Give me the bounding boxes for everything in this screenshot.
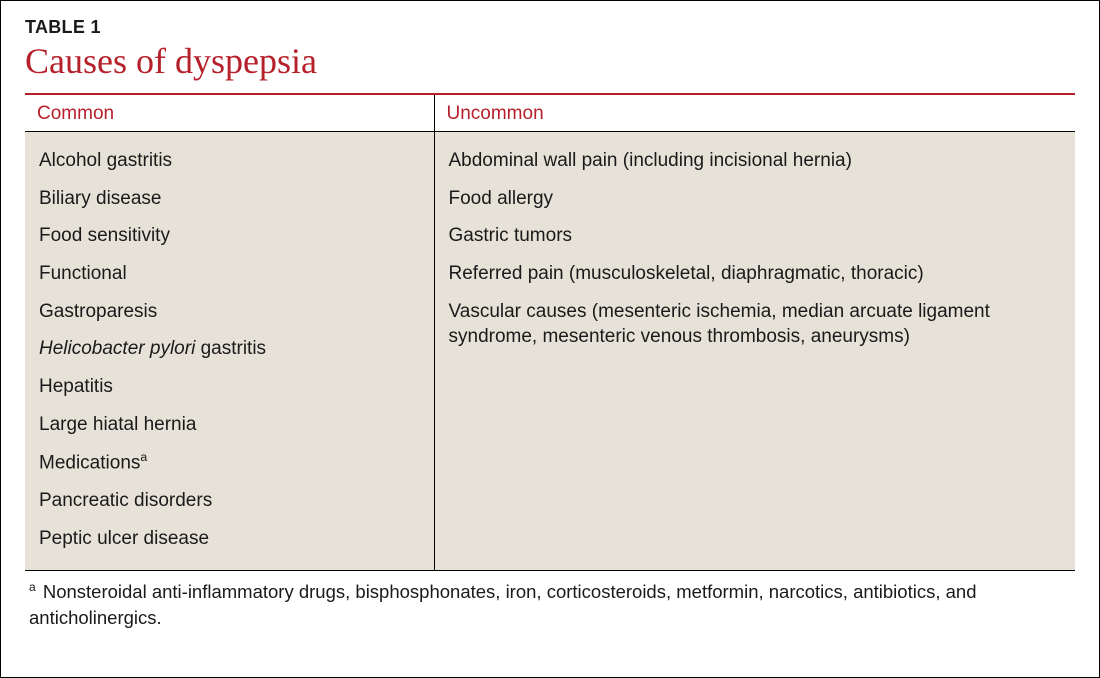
table-footnote: a Nonsteroidal anti-inflammatory drugs, … — [25, 571, 1075, 631]
table-row: Large hiatal hernia — [39, 406, 420, 444]
column-body-common: Alcohol gastritisBiliary diseaseFood sen… — [25, 132, 434, 569]
table-row: Referred pain (musculoskeletal, diaphrag… — [449, 255, 1062, 293]
table-row: Helicobacter pylori gastritis — [39, 330, 420, 368]
table-label: TABLE 1 — [25, 17, 1075, 38]
table-title: Causes of dyspepsia — [25, 40, 1075, 83]
footnote-marker: a — [29, 580, 36, 594]
column-common: Common Alcohol gastritisBiliary diseaseF… — [25, 95, 435, 569]
table-row: Alcohol gastritis — [39, 142, 420, 180]
table-row: Vascular causes (mesenteric ischemia, me… — [449, 293, 1062, 356]
column-uncommon: Uncommon Abdominal wall pain (including … — [435, 95, 1076, 569]
table-row: Gastroparesis — [39, 293, 420, 331]
table-row: Biliary disease — [39, 180, 420, 218]
table-row: Gastric tumors — [449, 217, 1062, 255]
column-header-uncommon: Uncommon — [435, 95, 1076, 132]
footnote-text: Nonsteroidal anti-inflammatory drugs, bi… — [29, 581, 976, 628]
table-row: Food allergy — [449, 180, 1062, 218]
table-columns: Common Alcohol gastritisBiliary diseaseF… — [25, 95, 1075, 570]
column-header-common: Common — [25, 95, 434, 132]
table-row: Hepatitis — [39, 368, 420, 406]
column-body-uncommon: Abdominal wall pain (including incisiona… — [435, 132, 1076, 569]
table-row: Abdominal wall pain (including incisiona… — [449, 142, 1062, 180]
table-row: Pancreatic disorders — [39, 482, 420, 520]
table-row: Food sensitivity — [39, 217, 420, 255]
table-frame: TABLE 1 Causes of dyspepsia Common Alcoh… — [0, 0, 1100, 678]
table-row: Medicationsa — [39, 443, 420, 482]
table-row: Peptic ulcer disease — [39, 520, 420, 558]
table-row: Functional — [39, 255, 420, 293]
